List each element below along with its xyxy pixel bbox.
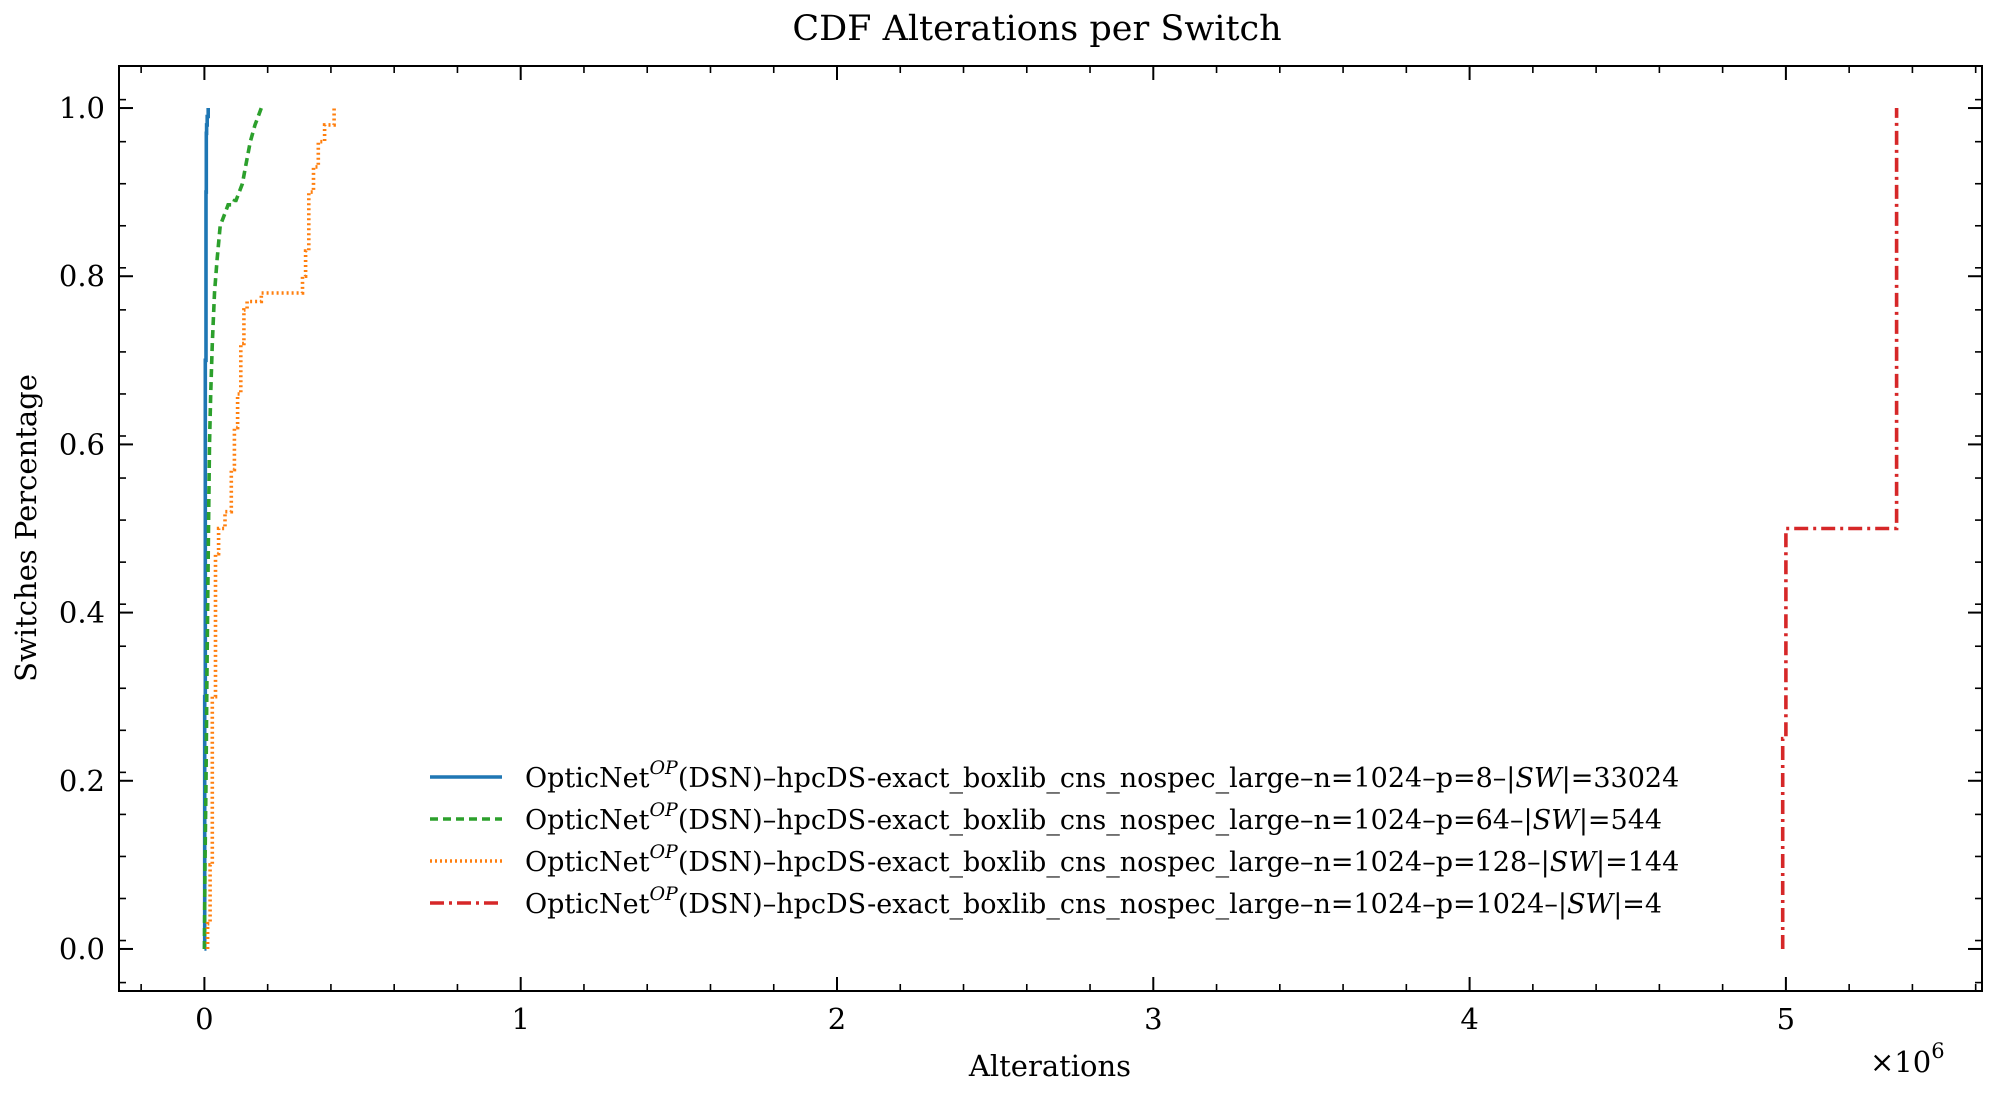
legend-label-1: OpticNetOP(DSN)–hpcDS-exact_boxlib_cns_n… bbox=[525, 757, 1679, 794]
x-axis-label: Alterations bbox=[968, 1049, 1131, 1083]
legend-name: OpticNet bbox=[525, 889, 650, 920]
legend-description: (DSN)–hpcDS-exact_boxlib_cns_nospec_larg… bbox=[678, 763, 1516, 794]
x-tick-label: 1 bbox=[511, 1002, 529, 1036]
legend-label-3: OpticNetOP(DSN)–hpcDS-exact_boxlib_cns_n… bbox=[525, 841, 1679, 878]
legend-sw: SW bbox=[1567, 889, 1615, 920]
legend: OpticNetOP(DSN)–hpcDS-exact_boxlib_cns_n… bbox=[430, 757, 1679, 920]
x-tick-label: 2 bbox=[828, 1002, 846, 1036]
x-tick-label: 4 bbox=[1460, 1002, 1478, 1036]
legend-description: (DSN)–hpcDS-exact_boxlib_cns_nospec_larg… bbox=[678, 805, 1533, 836]
legend-sw: SW bbox=[1550, 847, 1598, 878]
x-tick-label: 0 bbox=[195, 1002, 213, 1036]
legend-superscript: OP bbox=[649, 757, 679, 779]
series-line-1 bbox=[202, 108, 210, 951]
legend-name: OpticNet bbox=[525, 763, 650, 794]
y-tick-label: 0.2 bbox=[59, 764, 105, 798]
y-tick-label: 0.6 bbox=[59, 427, 105, 461]
series-line-2 bbox=[202, 107, 263, 950]
series-line-4 bbox=[1780, 108, 1899, 949]
legend-count: |=144 bbox=[1596, 847, 1679, 878]
legend-sw: SW bbox=[1515, 763, 1563, 794]
legend-superscript: OP bbox=[649, 799, 679, 821]
y-tick-label: 1.0 bbox=[59, 91, 105, 125]
plot-frame bbox=[118, 65, 1983, 992]
y-axis: 0.0 0.2 0.4 0.6 0.8 1.0 bbox=[59, 91, 1982, 984]
x-tick-label: 3 bbox=[1144, 1002, 1162, 1036]
series-line-3 bbox=[205, 108, 336, 949]
legend-description: (DSN)–hpcDS-exact_boxlib_cns_nospec_larg… bbox=[678, 889, 1567, 920]
legend-count: |=4 bbox=[1613, 889, 1662, 920]
legend-sw: SW bbox=[1533, 805, 1581, 836]
legend-superscript: OP bbox=[649, 841, 679, 863]
y-axis-label: Switches Percentage bbox=[9, 374, 43, 682]
legend-label-4: OpticNetOP(DSN)–hpcDS-exact_boxlib_cns_n… bbox=[525, 883, 1662, 920]
x-axis-multiplier-base: ×10 bbox=[1870, 1045, 1931, 1079]
x-axis-multiplier-exponent: 6 bbox=[1931, 1039, 1944, 1063]
legend-count: |=33024 bbox=[1562, 763, 1680, 794]
x-axis: 0 1 2 3 4 5 bbox=[140, 66, 1977, 1036]
legend-description: (DSN)–hpcDS-exact_boxlib_cns_nospec_larg… bbox=[678, 847, 1550, 878]
y-tick-label: 0.0 bbox=[59, 932, 105, 966]
chart-title: CDF Alterations per Switch bbox=[792, 9, 1281, 49]
legend-name: OpticNet bbox=[525, 805, 650, 836]
legend-name: OpticNet bbox=[525, 847, 650, 878]
legend-count: |=544 bbox=[1579, 805, 1662, 836]
legend-label-2: OpticNetOP(DSN)–hpcDS-exact_boxlib_cns_n… bbox=[525, 799, 1662, 836]
legend-superscript: OP bbox=[649, 883, 679, 905]
x-tick-label: 5 bbox=[1777, 1002, 1795, 1036]
y-tick-label: 0.8 bbox=[59, 259, 105, 293]
x-axis-multiplier: ×106 bbox=[1870, 1039, 1945, 1079]
plot-lines bbox=[202, 107, 1899, 951]
y-tick-label: 0.4 bbox=[59, 596, 105, 630]
